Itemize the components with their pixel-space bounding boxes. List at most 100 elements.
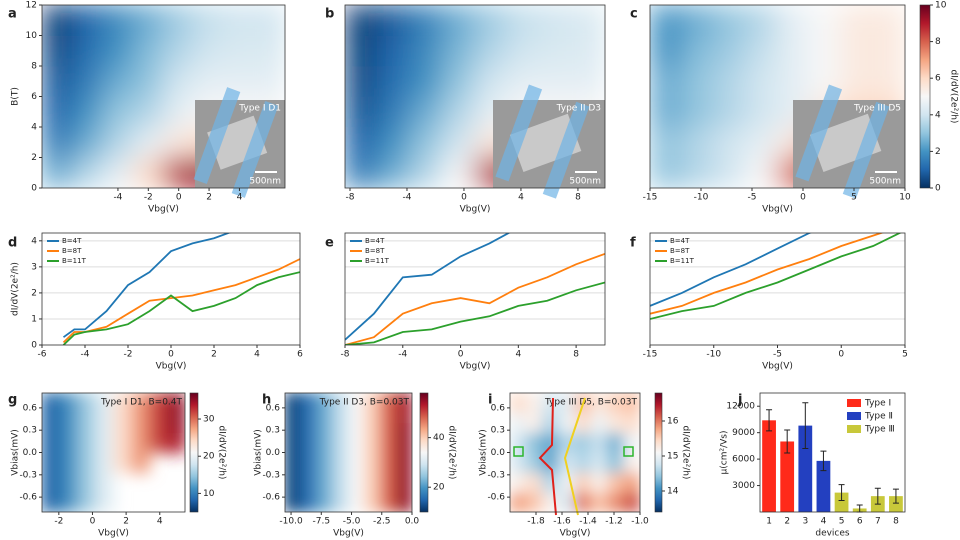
x-tick-label: 1 <box>766 517 772 527</box>
axes-frame <box>649 4 906 189</box>
heatmap-cell <box>808 35 842 67</box>
heatmap-cell <box>130 393 150 414</box>
lines <box>345 233 605 345</box>
legend-swatch <box>847 399 861 407</box>
heatmap-cell <box>132 65 164 97</box>
heatmap-cell <box>379 393 397 424</box>
data-line <box>650 233 812 307</box>
y-tick-label: -0.6 <box>262 493 280 503</box>
data-line <box>650 233 902 320</box>
data-line <box>62 233 231 338</box>
legend-swatch <box>847 412 861 420</box>
yellow-trace <box>563 397 586 516</box>
heatmap-cell <box>132 5 164 36</box>
x-tick-label: 8 <box>573 350 579 360</box>
colorbar-tick-label: 14 <box>667 487 679 497</box>
x-tick-label: 0 <box>838 350 844 360</box>
heatmap-cell <box>713 5 747 36</box>
legend-label: Type Ⅲ <box>864 425 895 435</box>
heatmap-cell <box>650 96 683 128</box>
heatmap-cells <box>510 393 640 512</box>
heatmap-cell <box>590 471 608 493</box>
legend-label: B=8T <box>670 247 690 255</box>
x-tick-label: -1.0 <box>631 517 649 527</box>
heatmap-cell <box>510 452 527 473</box>
heatmap-cell <box>348 452 365 483</box>
x-tick-label: 8 <box>893 517 899 527</box>
heatmap-cell <box>166 412 185 434</box>
heatmap-cell <box>42 432 61 453</box>
heatmap <box>510 393 640 512</box>
y-tick-label: 0.6 <box>23 403 38 413</box>
panel-letter: h <box>262 393 271 408</box>
heatmap-cell <box>42 126 73 158</box>
heatmap-cell <box>42 157 73 188</box>
heatmap <box>42 393 185 512</box>
y-tick-label: 3 <box>31 262 37 272</box>
heatmap-cell <box>542 432 560 453</box>
x-tick-label: 6 <box>857 517 863 527</box>
heatmap-cell <box>113 393 132 414</box>
heatmap-cell <box>348 481 365 512</box>
inset-electrode <box>542 101 590 199</box>
colorbar <box>419 392 429 513</box>
heatmap-cell <box>59 452 79 473</box>
legend-label: B=11T <box>62 257 87 265</box>
colorbar-label: dI/dV(2e²/h) <box>217 426 227 480</box>
heatmap-cell <box>777 65 810 97</box>
heatmap-cell <box>377 157 411 188</box>
bar <box>798 425 813 512</box>
heatmap-cell <box>623 452 640 473</box>
colorbar-tick-label: 16 <box>667 417 679 427</box>
error-bar <box>784 429 791 454</box>
heatmap-cell <box>681 35 715 67</box>
x-tick-label: 2 <box>123 517 129 527</box>
x-tick-label: -8 <box>341 350 350 360</box>
y-tick-label: 0.3 <box>491 426 505 436</box>
heatmap-cell <box>650 65 683 97</box>
data-line <box>345 281 605 345</box>
heatmap-cell <box>223 5 256 36</box>
heatmap-cell <box>300 393 318 424</box>
heatmap-cell <box>395 393 412 424</box>
heatmap-cell <box>607 452 625 473</box>
heatmap-cell <box>71 5 104 36</box>
heatmap-cell <box>59 393 79 414</box>
heatmap-cell <box>409 5 443 36</box>
heatmap-cell <box>300 422 318 453</box>
colorbar-tick-label: 8 <box>935 37 941 47</box>
heatmap-cell <box>59 491 79 512</box>
heatmap-cell <box>166 393 185 414</box>
heatmap-cell <box>872 65 905 97</box>
heatmap-cell <box>590 412 608 434</box>
heatmap-cell <box>395 481 412 512</box>
inset: Type III D5 500nm <box>793 84 905 199</box>
heatmap-cell <box>507 5 541 36</box>
heatmap-cell <box>650 5 683 36</box>
x-tick-label: -2.5 <box>373 517 391 527</box>
heatmap-cell <box>345 65 378 97</box>
heatmap-cell <box>71 126 104 158</box>
heatmap-cell <box>808 5 842 36</box>
heatmap-cell <box>590 452 608 473</box>
heatmap-cell <box>163 96 195 128</box>
heatmap-cell <box>474 5 508 36</box>
heatmap-cell <box>623 393 640 414</box>
panel-letter: b <box>325 7 334 22</box>
heatmap-cell <box>542 393 560 414</box>
heatmap-cell <box>42 393 61 414</box>
heatmap-cell <box>872 5 905 36</box>
x-tick-label: 4 <box>237 193 243 203</box>
heatmap-cell <box>316 422 334 453</box>
y-axis-label: B(T) <box>11 87 21 106</box>
y-tick-label: -0.3 <box>487 470 505 480</box>
heatmap-cell <box>102 5 134 36</box>
heatmap-cell <box>193 35 225 67</box>
y-tick-label: 8 <box>31 62 37 72</box>
heatmap-cell <box>77 432 97 453</box>
colorbar <box>919 4 931 189</box>
heatmap-cell <box>42 412 61 434</box>
y-tick-label: 12000 <box>726 402 755 412</box>
inset-label: Type III D5 <box>853 104 901 114</box>
heatmap-cell <box>379 422 397 453</box>
